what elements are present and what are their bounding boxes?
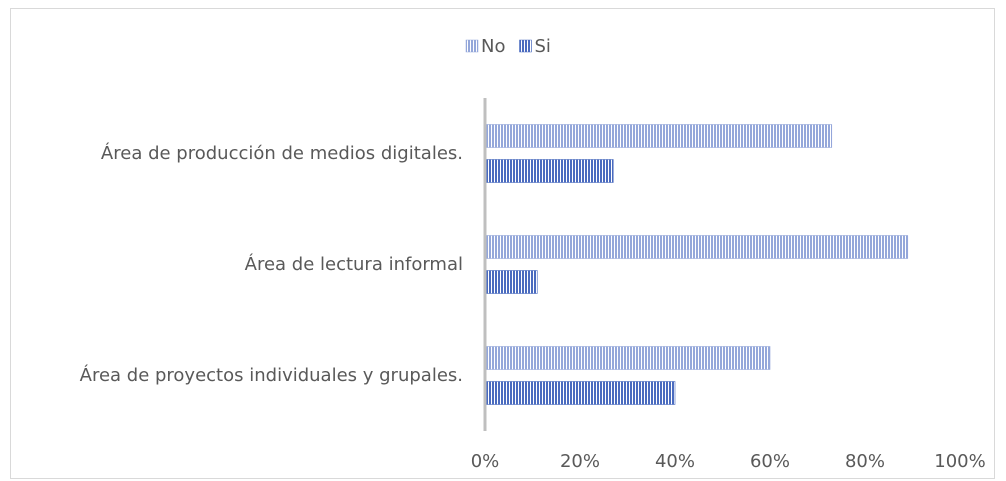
y-tick-label: Área de lectura informal xyxy=(244,253,463,275)
x-tick-label: 20% xyxy=(560,451,600,472)
x-tick-label: 80% xyxy=(845,451,885,472)
bar xyxy=(484,124,833,148)
x-tick-label: 100% xyxy=(934,451,985,472)
y-tick-label: Área de proyectos individuales y grupale… xyxy=(79,364,463,386)
category-label-box: Área de producción de medios digitales. xyxy=(0,124,463,184)
legend-swatch xyxy=(465,39,479,53)
category-label-box: Área de proyectos individuales y grupale… xyxy=(0,346,463,406)
bar xyxy=(484,159,614,183)
bar xyxy=(484,346,771,370)
bar xyxy=(484,270,538,294)
category-label-box: Área de lectura informal xyxy=(0,235,463,295)
x-tick-label: 40% xyxy=(655,451,695,472)
x-tick-label: 60% xyxy=(750,451,790,472)
x-tick-label: 0% xyxy=(471,451,500,472)
y-tick-label: Área de producción de medios digitales. xyxy=(100,142,463,164)
chart-frame xyxy=(10,8,995,479)
legend-label: No xyxy=(481,36,505,57)
legend-swatch xyxy=(519,39,532,53)
bar xyxy=(484,381,676,405)
bar xyxy=(484,235,909,259)
legend-label: Si xyxy=(534,36,550,57)
